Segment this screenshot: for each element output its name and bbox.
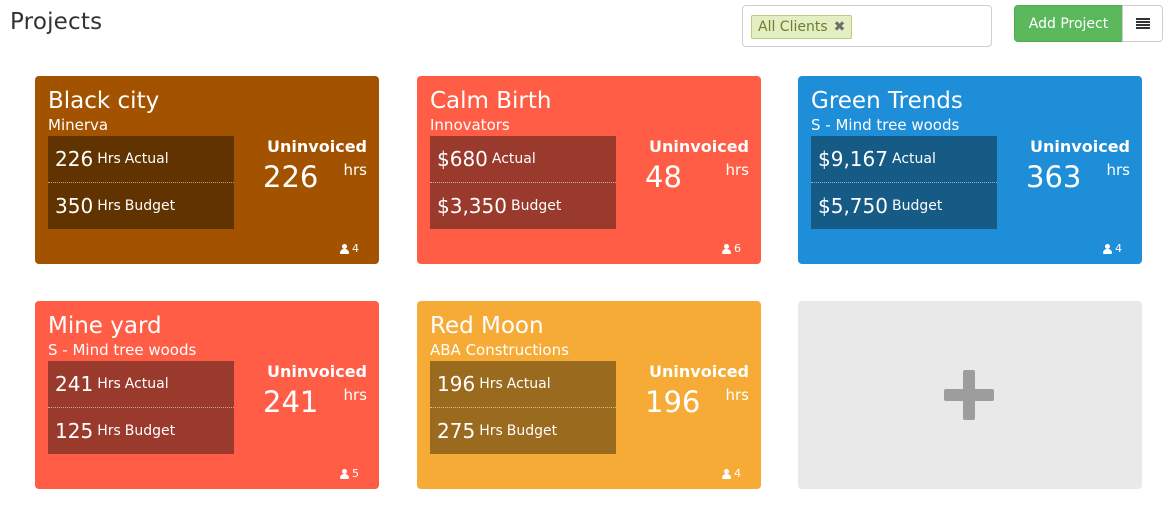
actual-value: $680 [437,147,488,171]
hrs-unit: Hrs [479,376,503,392]
uninvoiced-label: Uninvoiced [649,362,749,381]
project-card-green-trends[interactable]: Green Trends S - Mind tree woods $9,167 A… [798,76,1142,264]
budget-value: 275 [437,418,476,443]
budget-label: Budget [506,422,558,439]
user-icon [340,468,349,479]
add-project-button[interactable]: Add Project [1014,5,1123,42]
project-stats: $680 Actual $3,350 Budget [430,136,616,229]
actual-label: Actual [891,151,936,167]
actual-value: $9,167 [818,147,888,171]
uninvoiced-label: Uninvoiced [649,137,749,156]
actual-stat: $9,167 Actual [811,136,997,182]
budget-stat: 125 Hrs Budget [48,407,234,453]
member-count-value: 4 [734,467,741,480]
member-count-value: 4 [1115,242,1122,255]
budget-value: 125 [55,418,94,443]
actual-label: Actual [506,376,551,392]
actual-stat: $680 Actual [430,136,616,182]
uninvoiced-value: 226 [263,160,319,194]
project-card-black-city[interactable]: Black city Minerva 226 Hrs Actual 350 Hrs Bu… [35,76,379,264]
uninvoiced-unit: hrs [725,386,750,404]
member-count-value: 6 [734,242,741,255]
uninvoiced-value: 363 [1026,160,1082,194]
project-name: Calm Birth [430,88,552,114]
add-project-card[interactable] [798,301,1142,489]
budget-value: $3,350 [437,193,507,218]
member-count-value: 5 [352,467,359,480]
uninvoiced-label: Uninvoiced [267,362,367,381]
user-icon [722,243,731,254]
uninvoiced-label: Uninvoiced [1030,137,1130,156]
filter-tag-label: All Clients [758,19,828,35]
hrs-unit: Hrs [97,197,121,214]
list-view-button[interactable] [1122,5,1163,42]
user-icon [340,243,349,254]
project-client: S - Mind tree woods [48,341,197,359]
uninvoiced-label: Uninvoiced [267,137,367,156]
list-icon [1135,18,1150,29]
project-card-red-moon[interactable]: Red Moon ABA Constructions 196 Hrs Actual … [417,301,761,489]
hrs-unit: Hrs [97,422,121,439]
project-card-calm-birth[interactable]: Calm Birth Innovators $680 Actual $3,350 B… [417,76,761,264]
budget-stat: 275 Hrs Budget [430,407,616,453]
actual-label: Actual [124,151,169,167]
close-icon[interactable]: ✖ [833,19,846,35]
budget-stat: $5,750 Budget [811,182,997,228]
user-icon [1103,243,1112,254]
uninvoiced-unit: hrs [1106,161,1131,179]
budget-stat: $3,350 Budget [430,182,616,228]
project-name: Mine yard [48,313,162,339]
uninvoiced-unit: hrs [343,161,368,179]
actual-stat: 226 Hrs Actual [48,136,234,182]
project-name: Red Moon [430,313,544,339]
page-title: Projects [10,9,103,35]
project-card-mine-yard[interactable]: Mine yard S - Mind tree woods 241 Hrs Actu… [35,301,379,489]
project-name: Green Trends [811,88,963,114]
uninvoiced-value: 48 [645,160,682,194]
member-count: 4 [1103,242,1122,255]
user-icon [722,468,731,479]
budget-stat: 350 Hrs Budget [48,182,234,228]
member-count-value: 4 [352,242,359,255]
project-stats: 226 Hrs Actual 350 Hrs Budget [48,136,234,229]
uninvoiced-value: 196 [645,385,701,419]
project-client: ABA Constructions [430,341,569,359]
actual-value: 241 [55,372,94,396]
actual-stat: 196 Hrs Actual [430,361,616,407]
project-client: Minerva [48,116,109,134]
hrs-unit: Hrs [97,151,121,167]
filter-tag: All Clients ✖ [751,15,853,39]
actual-value: 196 [437,372,476,396]
member-count: 5 [340,467,359,480]
budget-value: $5,750 [818,193,888,218]
actual-stat: 241 Hrs Actual [48,361,234,407]
budget-label: Budget [510,197,562,214]
project-client: S - Mind tree woods [811,116,960,134]
budget-label: Budget [124,197,176,214]
budget-label: Budget [124,422,176,439]
project-stats: $9,167 Actual $5,750 Budget [811,136,997,229]
project-stats: 241 Hrs Actual 125 Hrs Budget [48,361,234,454]
client-filter-input[interactable]: All Clients ✖ [742,5,992,47]
uninvoiced-unit: hrs [725,161,750,179]
actual-value: 226 [55,147,94,171]
hrs-unit: Hrs [97,376,121,392]
budget-value: 350 [55,193,94,218]
hrs-unit: Hrs [479,422,503,439]
budget-label: Budget [891,197,943,214]
member-count: 6 [722,242,741,255]
actual-label: Actual [124,376,169,392]
member-count: 4 [722,467,741,480]
member-count: 4 [340,242,359,255]
uninvoiced-unit: hrs [343,386,368,404]
actual-label: Actual [491,151,536,167]
plus-icon [944,370,994,420]
project-client: Innovators [430,116,510,134]
uninvoiced-value: 241 [263,385,319,419]
project-name: Black city [48,88,160,114]
project-stats: 196 Hrs Actual 275 Hrs Budget [430,361,616,454]
